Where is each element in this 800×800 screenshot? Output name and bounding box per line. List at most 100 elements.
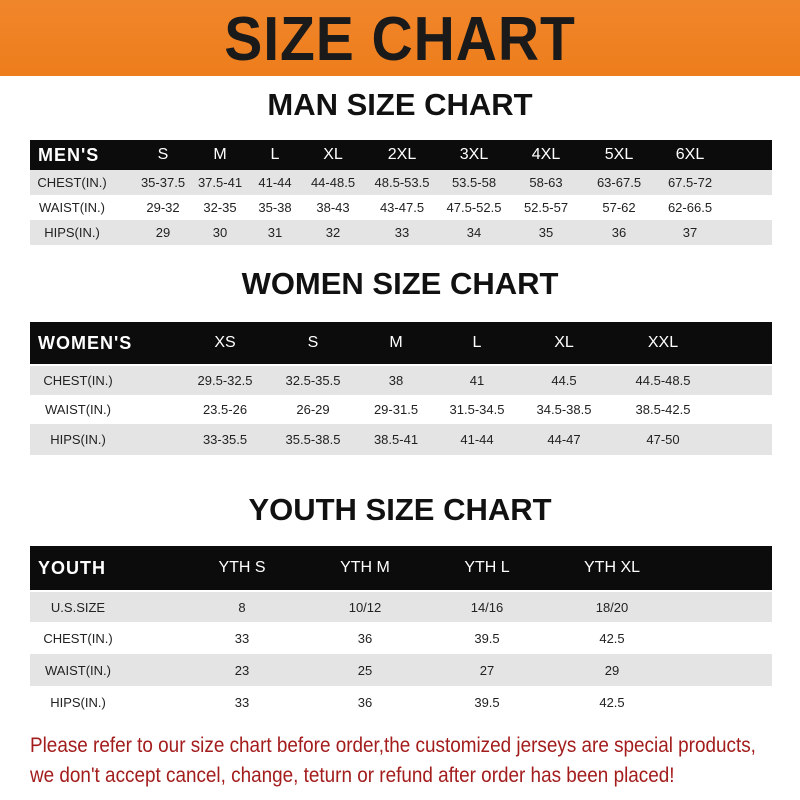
table-row: CHEST(IN.) 29.5-32.5 32.5-35.5 38 41 44.5 44.5…	[30, 366, 772, 395]
table-cell: 57-62	[602, 200, 636, 215]
banner-title: SIZE CHART	[224, 5, 576, 74]
table-cell: 32.5-35.5	[285, 373, 341, 388]
row-label: HIPS(IN.)	[50, 432, 106, 447]
table-cell: 34	[466, 225, 482, 240]
table-cell: 29	[155, 225, 171, 240]
table-cell: 43-47.5	[379, 200, 425, 215]
table-cell: 44.5	[551, 373, 577, 388]
table-cell: 44-47	[547, 432, 581, 447]
size-header-cell: XL	[323, 146, 343, 163]
size-header-cell: YTH L	[464, 559, 510, 576]
table-row: WAIST(IN.) 23.5-26 26-29 29-31.5 31.5-34.5 34…	[30, 395, 772, 424]
table-cell: 39.5	[474, 630, 500, 646]
table-cell: 63-67.5	[596, 175, 642, 190]
row-label: WAIST(IN.)	[45, 402, 111, 417]
table-cell: 29	[604, 662, 620, 678]
table-title-cell: WOMEN'S	[38, 332, 133, 353]
table-row: HIPS(IN.) 33 36 39.5 42.5	[30, 686, 772, 718]
table-cell: 14/16	[470, 599, 504, 615]
size-header-cell: XS	[214, 334, 236, 351]
table-row: HIPS(IN.) 29 30 31 32 33 34 35 36 37	[30, 220, 772, 245]
table-cell: 47-50	[646, 432, 680, 447]
table-cell: 27	[479, 662, 495, 678]
size-header-cell: 4XL	[531, 146, 561, 163]
size-header-cell: M	[213, 146, 227, 163]
table-cell: 67.5-72	[667, 175, 713, 190]
table-cell: 35.5-38.5	[285, 432, 341, 447]
table-row: WAIST(IN.) 23 25 27 29	[30, 654, 772, 686]
table-cell: 38.5-42.5	[635, 402, 691, 417]
table-cell: 41-44	[258, 175, 292, 190]
table-row: HIPS(IN.) 33-35.5 35.5-38.5 38.5-41 41-44 44-…	[30, 424, 772, 455]
table-cell: 58-63	[529, 175, 563, 190]
women-header-row: WOMEN'S XS S M L XL XXL	[30, 322, 772, 364]
table-row: CHEST(IN.) 33 36 39.5 42.5	[30, 622, 772, 654]
table-cell: 44-48.5	[310, 175, 356, 190]
size-header-cell: L	[270, 146, 280, 163]
table-cell: 18/20	[595, 599, 629, 615]
men-section-title: MAN SIZE CHART	[267, 87, 533, 122]
table-cell: 25	[357, 662, 373, 678]
table-cell: 37	[682, 225, 698, 240]
table-cell: 34.5-38.5	[536, 402, 592, 417]
table-cell: 31.5-34.5	[449, 402, 505, 417]
table-cell: 38.5-41	[373, 432, 419, 447]
table-cell: 35-37.5	[140, 175, 186, 190]
table-cell: 36	[357, 694, 373, 710]
table-cell: 29.5-32.5	[197, 373, 253, 388]
table-cell: 8	[238, 599, 246, 615]
table-row: U.S.SIZE 8 10/12 14/16 18/20	[30, 592, 772, 622]
size-header-cell: XXL	[647, 334, 679, 351]
size-header-cell: S	[157, 146, 169, 163]
row-label: CHEST(IN.)	[43, 373, 113, 388]
table-cell: 41	[469, 373, 485, 388]
notice-line-2: we don't accept cancel, change, teturn o…	[30, 764, 675, 787]
table-cell: 52.5-57	[523, 200, 569, 215]
size-header-cell: 5XL	[604, 146, 634, 163]
youth-section-title: YOUTH SIZE CHART	[248, 492, 552, 527]
notice-line-1: Please refer to our size chart before or…	[30, 734, 756, 757]
table-cell: 33	[234, 694, 250, 710]
table-cell: 33-35.5	[202, 432, 248, 447]
size-header-cell: XL	[554, 334, 574, 351]
table-cell: 42.5	[599, 694, 625, 710]
table-cell: 33	[234, 630, 250, 646]
women-section-title: WOMEN SIZE CHART	[241, 266, 559, 301]
table-row: WAIST(IN.) 29-32 32-35 35-38 38-43 43-47.5 47.…	[30, 195, 772, 220]
size-header-cell: S	[307, 334, 319, 351]
table-cell: 36	[357, 630, 373, 646]
row-label: CHEST(IN.)	[43, 630, 113, 646]
table-cell: 23.5-26	[202, 402, 248, 417]
table-title-cell: YOUTH	[38, 557, 106, 578]
table-cell: 23	[234, 662, 250, 678]
table-cell: 53.5-58	[451, 175, 497, 190]
table-cell: 10/12	[348, 599, 382, 615]
table-cell: 29-31.5	[373, 402, 419, 417]
row-label: WAIST(IN.)	[39, 200, 105, 215]
row-label: HIPS(IN.)	[50, 694, 106, 710]
size-header-cell: YTH S	[218, 559, 266, 576]
table-cell: 35-38	[258, 200, 292, 215]
table-cell: 32	[325, 225, 341, 240]
table-cell: 62-66.5	[667, 200, 713, 215]
row-label: WAIST(IN.)	[45, 662, 111, 678]
table-cell: 37.5-41	[197, 175, 243, 190]
table-cell: 48.5-53.5	[374, 175, 430, 190]
table-cell: 32-35	[203, 200, 237, 215]
table-cell: 29-32	[146, 200, 180, 215]
table-cell: 35	[538, 225, 554, 240]
row-label: CHEST(IN.)	[37, 175, 107, 190]
size-header-cell: 3XL	[459, 146, 489, 163]
table-row: CHEST(IN.) 35-37.5 37.5-41 41-44 44-48.5 48.5…	[30, 170, 772, 195]
banner: SIZE CHART	[0, 0, 800, 76]
table-cell: 36	[611, 225, 627, 240]
table-cell: 47.5-52.5	[446, 200, 502, 215]
table-cell: 44.5-48.5	[635, 373, 691, 388]
row-label: HIPS(IN.)	[44, 225, 100, 240]
table-cell: 42.5	[599, 630, 625, 646]
size-header-cell: 2XL	[387, 146, 417, 163]
size-header-cell: M	[389, 334, 403, 351]
table-cell: 26-29	[296, 402, 330, 417]
youth-header-row: YOUTH YTH S YTH M YTH L YTH XL	[30, 546, 772, 590]
table-cell: 39.5	[474, 694, 500, 710]
